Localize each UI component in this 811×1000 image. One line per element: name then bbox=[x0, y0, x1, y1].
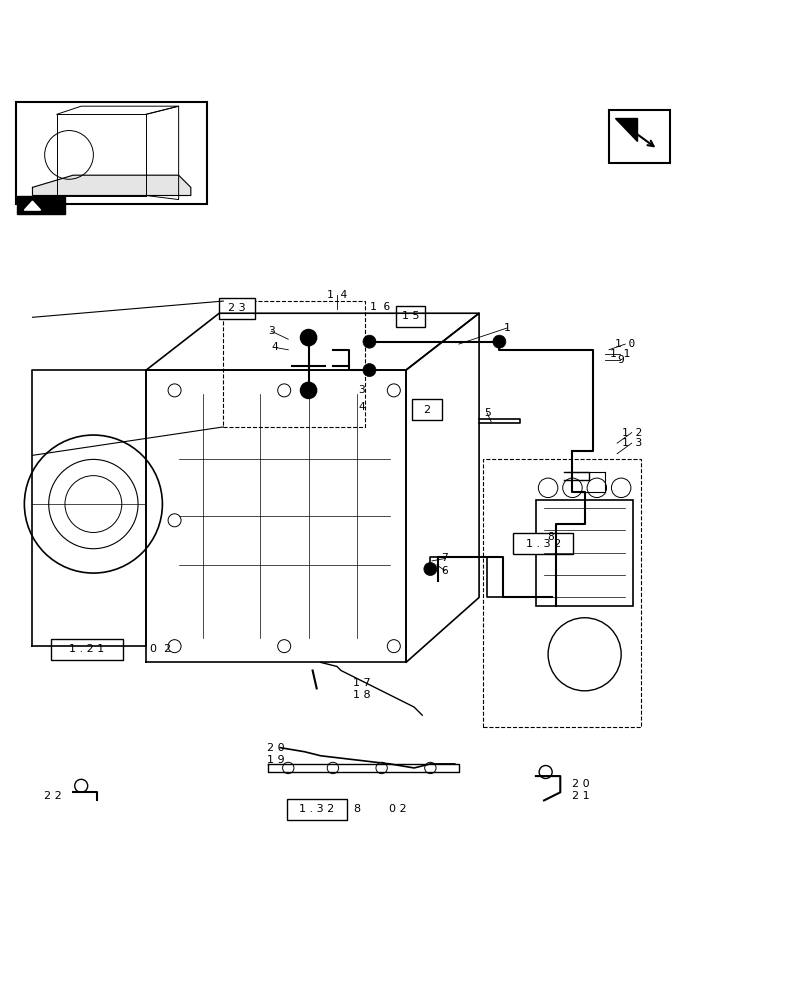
Text: 1: 1 bbox=[504, 323, 510, 333]
Text: 9: 9 bbox=[616, 355, 623, 365]
Polygon shape bbox=[24, 201, 41, 210]
Text: 1 . 3 2: 1 . 3 2 bbox=[525, 539, 560, 549]
Text: 0  2: 0 2 bbox=[150, 644, 171, 654]
Text: 1 5: 1 5 bbox=[401, 311, 419, 321]
FancyBboxPatch shape bbox=[513, 533, 573, 554]
Bar bbox=[223, 301, 365, 427]
Text: 1 6: 1 6 bbox=[370, 302, 389, 312]
FancyBboxPatch shape bbox=[412, 399, 441, 420]
FancyBboxPatch shape bbox=[17, 196, 65, 214]
Text: 2 2: 2 2 bbox=[44, 791, 62, 801]
Text: 8: 8 bbox=[354, 804, 360, 814]
FancyBboxPatch shape bbox=[396, 306, 425, 327]
Text: 2: 2 bbox=[423, 405, 430, 415]
Text: 0 2: 0 2 bbox=[388, 804, 406, 814]
FancyBboxPatch shape bbox=[51, 639, 123, 660]
Text: 5: 5 bbox=[483, 408, 490, 418]
Circle shape bbox=[300, 329, 316, 346]
Circle shape bbox=[423, 563, 436, 576]
Text: 1 8: 1 8 bbox=[353, 690, 371, 700]
Polygon shape bbox=[615, 118, 637, 141]
Bar bbox=[535, 500, 633, 606]
Circle shape bbox=[363, 335, 375, 348]
Text: 2 1: 2 1 bbox=[572, 791, 590, 801]
Text: 7: 7 bbox=[441, 553, 448, 563]
Text: 1 3: 1 3 bbox=[621, 438, 641, 448]
Text: 4: 4 bbox=[358, 402, 364, 412]
FancyBboxPatch shape bbox=[219, 298, 255, 319]
Text: 1 . 2 1: 1 . 2 1 bbox=[69, 644, 105, 654]
Text: 1 9: 1 9 bbox=[266, 755, 284, 765]
Bar bbox=[483, 459, 641, 727]
Text: 1 7: 1 7 bbox=[353, 678, 371, 688]
Circle shape bbox=[300, 382, 316, 398]
Circle shape bbox=[492, 335, 505, 348]
Text: 2 0: 2 0 bbox=[266, 743, 284, 753]
Text: 2 3: 2 3 bbox=[228, 303, 246, 313]
FancyBboxPatch shape bbox=[286, 799, 346, 820]
Text: 2 0: 2 0 bbox=[572, 779, 590, 789]
Circle shape bbox=[363, 364, 375, 377]
Text: 1 2: 1 2 bbox=[621, 428, 641, 438]
Text: 1 0: 1 0 bbox=[615, 339, 634, 349]
Bar bbox=[16, 102, 207, 204]
Text: 1 4: 1 4 bbox=[327, 290, 346, 300]
Text: 3: 3 bbox=[268, 326, 274, 336]
Polygon shape bbox=[32, 175, 191, 196]
Text: 6: 6 bbox=[441, 566, 448, 576]
Text: 3: 3 bbox=[358, 385, 364, 395]
Text: 8: 8 bbox=[547, 532, 553, 542]
Bar bbox=[608, 110, 669, 163]
Text: 1 . 3 2: 1 . 3 2 bbox=[298, 804, 334, 814]
Text: 4: 4 bbox=[271, 342, 277, 352]
Text: 1 1: 1 1 bbox=[610, 349, 629, 359]
